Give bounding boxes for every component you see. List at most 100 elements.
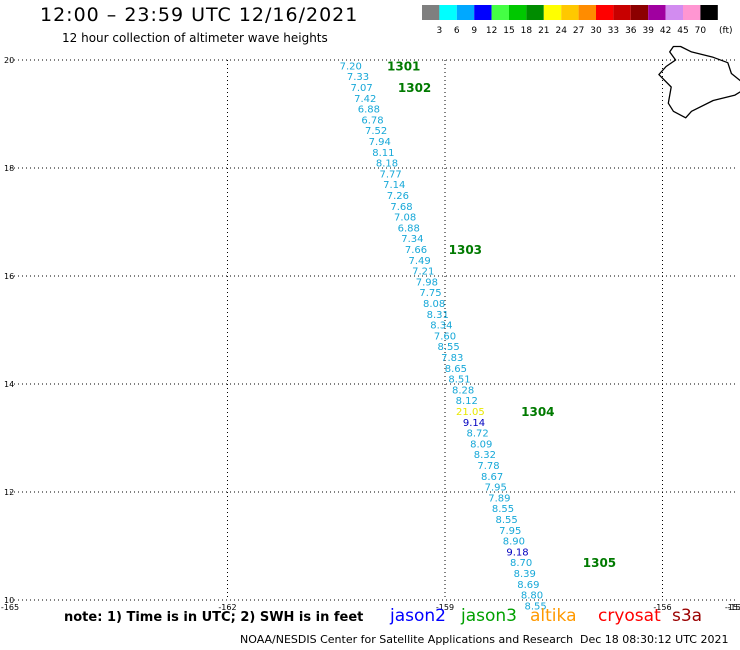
color-scale-label: 45 [677,26,688,36]
hawaii-island-coastline [658,45,740,119]
map-grid [10,59,735,601]
latitude-label: 14 [4,380,14,389]
color-scale-label: 33 [608,26,619,36]
color-scale-bar: 3 6 9 12 15 18 21 24 27 30 33 36 39 42 45 70 (ft) [422,5,733,36]
color-scale-label: 3 [437,26,443,36]
latitude-label: 20 [4,56,14,65]
swh-value: 7.94 [369,137,391,148]
time-labels: 1301 1302 1303 1304 1305 [387,59,616,570]
color-swatch [509,5,527,20]
swh-value: 6.78 [361,115,383,126]
swh-value: 8.55 [495,515,517,526]
longitude-label: -156 [653,603,671,612]
swh-value: 6.88 [398,223,420,234]
swh-value: 7.68 [390,202,412,213]
swh-value: 7.52 [365,126,387,137]
color-scale-label: 12 [486,26,497,36]
island-outline [658,45,740,119]
color-swatch [700,5,718,20]
swh-value: 7.60 [434,331,456,342]
longitude-label: -153 [725,603,740,612]
color-scale-label: 6 [454,26,460,36]
swh-value: 8.72 [466,429,488,440]
swh-value: 8.39 [514,569,536,580]
color-scale-label: 42 [660,26,671,36]
color-swatch [630,5,649,20]
swh-value: 7.95 [499,526,521,537]
footer-timestamp: Dec 18 08:30:12 UTC 2021 [580,633,729,646]
legend-s3a: s3a [672,606,703,626]
swh-value: 7.95 [485,483,507,494]
page-subtitle: 12 hour collection of altimeter wave hei… [62,31,328,45]
swh-value: 8.55 [492,504,514,515]
swh-value: 9.14 [463,418,485,429]
swh-value: 8.80 [521,591,543,602]
swh-value: 7.08 [394,213,416,224]
legend-cryosat: cryosat [598,606,661,626]
color-scale-label: 15 [503,26,514,36]
swh-value: 7.49 [408,256,430,267]
swh-value: 8.65 [445,364,467,375]
axis-labels: 20 18 16 14 12 10-165 -162 -159 -156 -153-15 [1,56,740,612]
swh-value: 7.66 [405,245,427,256]
legend-altika: altika [530,606,577,626]
longitude-label: -15 [727,603,740,612]
color-swatch [491,5,509,20]
color-swatch [526,5,544,20]
legend-jason3: jason3 [461,606,517,626]
color-scale-label: 39 [642,26,654,36]
color-swatch [456,5,475,20]
swh-value: 7.98 [416,277,438,288]
swh-value: 21.05 [456,407,485,418]
swh-value: 8.51 [448,375,470,386]
swh-value: 7.42 [354,94,376,105]
swh-value: 8.90 [503,537,525,548]
color-swatch [578,5,596,20]
swh-value: 8.08 [423,299,445,310]
swh-value: 7.75 [419,288,441,299]
swh-value: 8.18 [376,159,398,170]
swh-value: 7.07 [350,83,372,94]
color-scale-label: 27 [573,26,584,36]
swh-value: 8.31 [427,310,449,321]
page-title: 12:00 – 23:59 UTC 12/16/2021 [40,4,359,26]
latitude-label: 10 [4,596,14,605]
color-swatch [665,5,683,20]
color-swatch [596,5,614,20]
footer-credit: NOAA/NESDIS Center for Satellite Applica… [240,633,574,646]
color-swatch [474,5,492,20]
time-label: 1303 [449,243,482,257]
color-scale-label: 30 [590,26,602,36]
color-swatch [613,5,631,20]
swh-value: 8.34 [430,321,452,332]
swh-observations: 7.207.337.077.426.886.787.527.948.118.18… [340,61,547,612]
legend-jason2: jason2 [390,606,446,626]
color-scale-label: 70 [695,26,707,36]
longitude-label: -159 [436,603,454,612]
latitude-label: 12 [4,488,14,497]
time-label: 1301 [387,59,420,73]
swh-value: 7.89 [488,493,510,504]
color-scale-label: 24 [555,26,567,36]
swh-value: 7.83 [441,353,463,364]
swh-value: 8.11 [372,148,394,159]
color-scale-unit: (ft) [719,26,733,36]
color-scale-label: 21 [538,26,549,36]
color-scale-label: 18 [521,26,533,36]
swh-value: 7.34 [401,234,423,245]
latitude-label: 16 [4,272,14,281]
color-swatch [439,5,457,20]
swh-value: 8.70 [510,558,532,569]
swh-value: 8.12 [456,396,478,407]
swh-value: 7.26 [387,191,409,202]
longitude-label: -165 [1,603,19,612]
swh-value: 8.67 [481,472,503,483]
swh-value: 8.32 [474,450,496,461]
swh-value: 9.18 [506,547,528,558]
units-note: note: 1) Time is in UTC; 2) SWH is in fe… [64,610,364,625]
swh-value: 7.21 [412,267,434,278]
swh-value: 7.20 [340,61,362,72]
time-label: 1304 [521,405,554,419]
color-swatch [561,5,579,20]
